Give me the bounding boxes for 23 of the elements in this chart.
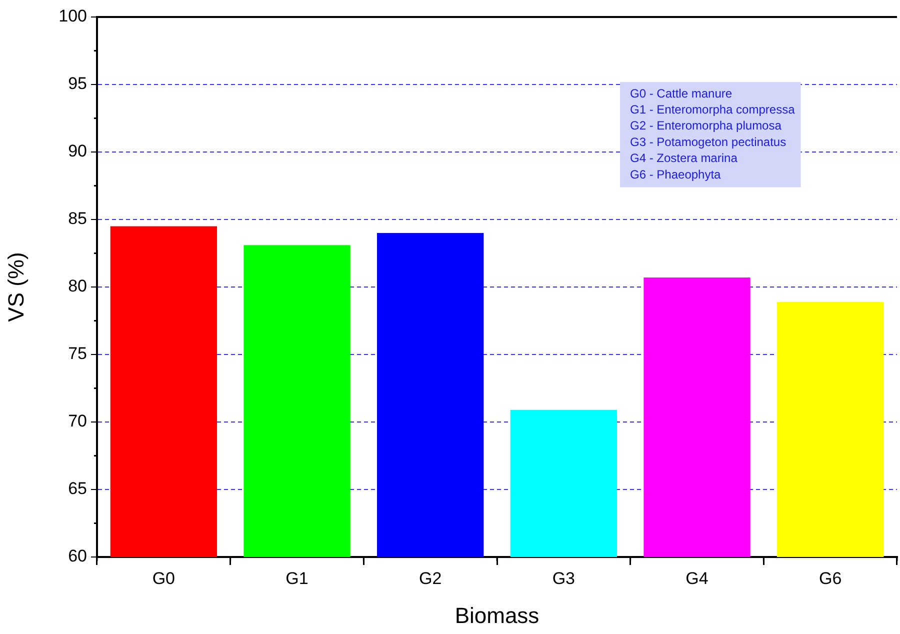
- y-axis-title: VS (%): [3, 252, 28, 322]
- x-tick-label: G1: [286, 568, 308, 588]
- y-tick-label: 75: [68, 344, 87, 364]
- annotation: G4 - Zostera marina: [630, 151, 738, 166]
- annotation: G1 - Enteromorpha compressa: [630, 102, 796, 117]
- annotation: G0 - Cattle manure: [630, 86, 732, 100]
- y-tick-label: 70: [68, 412, 87, 431]
- y-tick-label: 60: [68, 546, 87, 566]
- x-tick-label: G6: [818, 568, 842, 588]
- y-tick-label: 85: [68, 209, 87, 228]
- y-tick-label: 80: [68, 276, 87, 296]
- y-tick-label: 65: [68, 479, 87, 498]
- x-axis-title: Biomass: [454, 602, 540, 628]
- x-tick-label: G4: [686, 568, 708, 588]
- y-tick-label: 95: [68, 74, 87, 94]
- annotation: G6 - Phaeophyta: [630, 167, 722, 182]
- annotation: G2 - Enteromorpha plumosa: [630, 118, 782, 133]
- x-tick-label: G0: [152, 568, 176, 588]
- y-tick-label: 100: [58, 6, 87, 26]
- x-tick-label: G2: [418, 568, 442, 588]
- y-tick-label: 90: [68, 142, 87, 161]
- annotation: G3 - Potamogeton pectinatus: [630, 134, 786, 149]
- x-tick-label: G3: [552, 568, 576, 588]
